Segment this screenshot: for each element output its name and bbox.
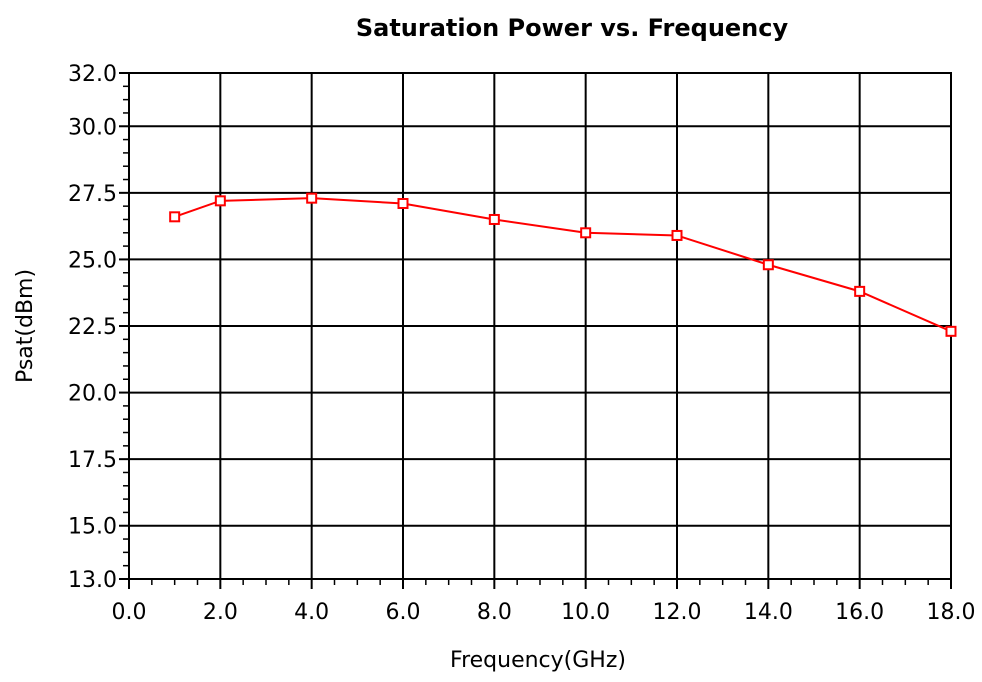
y-tick-label: 27.5 (68, 182, 117, 207)
x-tick-label: 8.0 (477, 600, 512, 625)
y-axis-ticks: 13.0 15.0 17.5 20.0 22.5 25.0 27.5 30.0 32.0 (68, 62, 129, 593)
x-tick-label: 18.0 (927, 600, 976, 625)
x-axis-ticks: 0.0 2.0 4.0 6.0 8.0 10.0 12.0 14.0 16.0 18.0 (112, 579, 976, 625)
x-axis-label: Frequency(GHz) (450, 648, 626, 673)
data-point (671, 229, 683, 241)
y-tick-label: 25.0 (68, 248, 117, 273)
y-tick-label: 30.0 (68, 115, 117, 140)
data-point (169, 211, 181, 223)
y-axis-label: Psat(dBm) (13, 269, 38, 383)
data-point (397, 197, 409, 209)
y-tick-label: 13.0 (68, 568, 117, 593)
x-tick-label: 6.0 (386, 600, 421, 625)
x-tick-label: 14.0 (744, 600, 793, 625)
minor-ticks (123, 85, 929, 585)
data-series (169, 192, 957, 337)
y-tick-label: 17.5 (68, 448, 117, 473)
y-tick-label: 22.5 (68, 315, 117, 340)
chart-title: Saturation Power vs. Frequency (356, 14, 789, 42)
y-tick-label: 32.0 (68, 62, 117, 87)
x-tick-label: 16.0 (835, 600, 884, 625)
y-tick-label: 15.0 (68, 515, 117, 540)
data-point (214, 195, 226, 207)
x-tick-label: 4.0 (294, 600, 329, 625)
data-point (945, 325, 957, 337)
data-point (854, 285, 866, 297)
data-point (488, 213, 500, 225)
series-line (174, 197, 952, 333)
x-tick-label: 0.0 (112, 600, 147, 625)
data-point (762, 259, 774, 271)
y-tick-label: 20.0 (68, 382, 117, 407)
x-tick-label: 2.0 (203, 600, 238, 625)
data-point (580, 227, 592, 239)
x-tick-label: 12.0 (653, 600, 702, 625)
grid-lines (129, 73, 951, 579)
data-point (306, 192, 318, 204)
x-tick-label: 10.0 (561, 600, 610, 625)
